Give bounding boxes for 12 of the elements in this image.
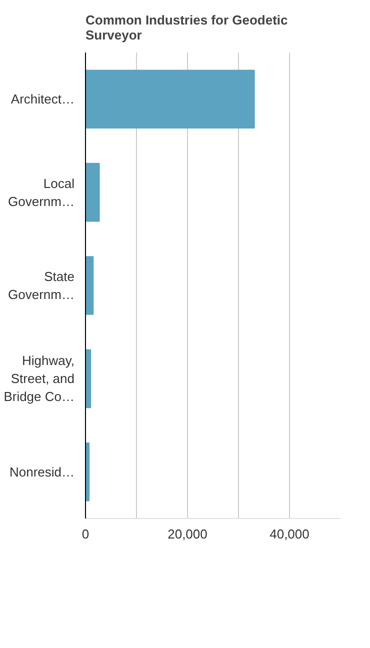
chart-title: Common Industries for Geodetic Surveyor [86, 12, 288, 42]
x-tick-label: 20,000 [168, 526, 208, 542]
bar [86, 70, 255, 128]
y-tick-label: Local Governm… [8, 176, 75, 209]
y-tick-label: State Governm… [8, 269, 75, 302]
y-tick-label: Highway, Street, and Bridge Co… [4, 353, 75, 404]
bar [86, 256, 94, 315]
x-tick-label: 40,000 [270, 526, 310, 542]
y-tick-label: Architect… [10, 92, 75, 107]
bar [86, 162, 100, 222]
y-tick-label: Nonresid… [9, 464, 75, 480]
x-tick-label: 0 [82, 526, 90, 542]
